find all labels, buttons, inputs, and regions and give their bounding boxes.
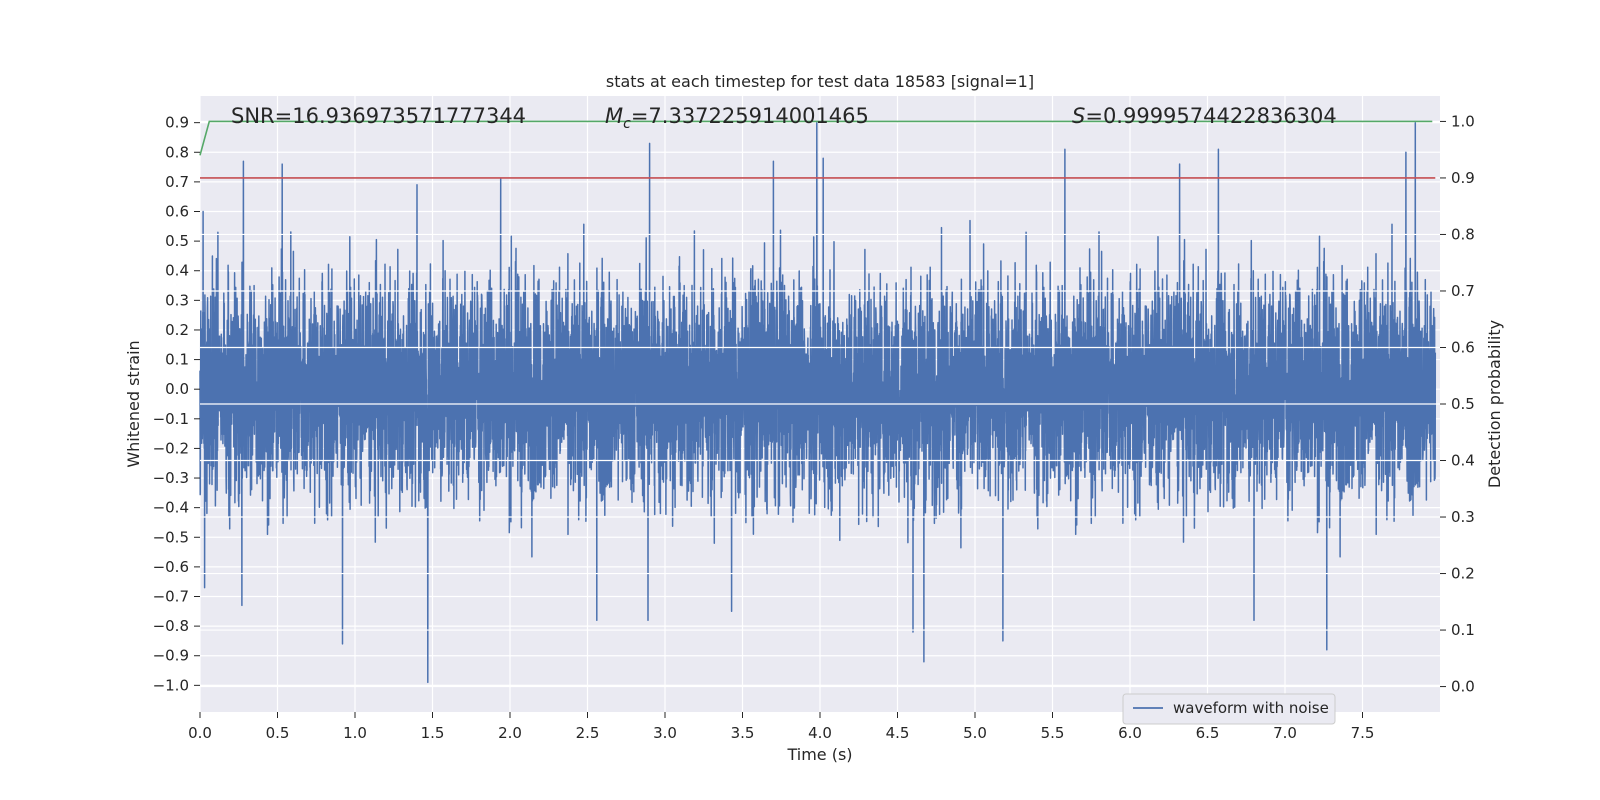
y-tick-label: 0.0 <box>165 380 189 398</box>
x-tick-label: 3.0 <box>653 724 677 742</box>
overlay-lines <box>199 120 1440 688</box>
y-tick-label: 0.4 <box>165 262 189 280</box>
chart-title: stats at each timestep for test data 185… <box>606 72 1034 91</box>
y2-tick-label: 0.1 <box>1451 621 1475 639</box>
y2-tick-label: 0.0 <box>1451 678 1475 696</box>
y-tick-label: 0.7 <box>165 173 189 191</box>
y2-tick-label: 0.7 <box>1451 282 1475 300</box>
x-tick-label: 2.5 <box>576 724 600 742</box>
y-tick-label: 0.6 <box>165 203 189 221</box>
y-tick-label: 0.2 <box>165 321 189 339</box>
y-tick-label: −0.6 <box>153 558 189 576</box>
legend-label: waveform with noise <box>1173 699 1329 717</box>
y-tick-label: −0.2 <box>153 439 189 457</box>
waveform-line <box>199 121 1437 684</box>
y-tick-label: −0.4 <box>153 499 189 517</box>
y-tick-label: −0.9 <box>153 647 189 665</box>
chirp-mass-symbol: M <box>605 104 623 128</box>
x-tick-label: 3.5 <box>731 724 755 742</box>
y2-tick-label: 0.9 <box>1451 169 1475 187</box>
y2-tick-label: 0.3 <box>1451 508 1475 526</box>
y-tick-label: 0.1 <box>165 351 189 369</box>
ticks: 0.0 0.5 1.0 1.5 2.0 2.5 3.0 3.5 4.0 4.5 5.0 5.5 6.0 6… <box>153 112 1475 742</box>
x-tick-label: 1.5 <box>421 724 445 742</box>
x-tick-label: 0.0 <box>188 724 212 742</box>
y-axis-label: Whitened strain <box>124 340 143 467</box>
legend-box <box>1122 693 1336 725</box>
y2-axis-label: Detection probability <box>1485 320 1504 488</box>
x-tick-label: 2.0 <box>498 724 522 742</box>
snr-annotation: SNR=16.936973571777344 <box>231 104 526 128</box>
y2-tick-label: 1.0 <box>1451 112 1475 130</box>
chirp-mass-subscript: c <box>623 116 631 132</box>
y-tick-label: 0.3 <box>165 291 189 309</box>
detection-probability-line <box>199 120 1433 156</box>
y2-tick-label: 0.6 <box>1451 338 1475 356</box>
x-tick-label: 7.5 <box>1351 724 1375 742</box>
y2-tick-label: 0.2 <box>1451 565 1475 583</box>
y2-tick-label: 0.5 <box>1451 395 1475 413</box>
chirp-mass-value: =7.337225914001465 <box>631 104 869 128</box>
waveform-series <box>199 121 1437 684</box>
y2-tick-label: 0.8 <box>1451 225 1475 243</box>
legend: waveform with noise <box>1122 693 1336 725</box>
y-tick-label: −0.3 <box>153 469 189 487</box>
x-tick-label: 4.5 <box>886 724 910 742</box>
x-tick-label: 4.0 <box>808 724 832 742</box>
x-tick-label: 5.5 <box>1041 724 1065 742</box>
y-tick-label: 0.9 <box>165 114 189 132</box>
x-tick-label: 1.0 <box>343 724 367 742</box>
x-tick-label: 0.5 <box>266 724 290 742</box>
x-tick-label: 6.5 <box>1196 724 1220 742</box>
y-tick-label: 0.8 <box>165 143 189 161</box>
y-tick-label: −0.1 <box>153 410 189 428</box>
chirp-mass-annotation: Mc=7.337225914001465 <box>605 104 869 132</box>
y2-tick-label: 0.4 <box>1451 452 1475 470</box>
y-tick-label: 0.5 <box>165 232 189 250</box>
x-axis-label: Time (s) <box>786 745 852 764</box>
x-tick-label: 5.0 <box>963 724 987 742</box>
y-tick-label: −0.5 <box>153 528 189 546</box>
y-tick-label: −1.0 <box>153 676 189 694</box>
significance-annotation: S=0.9999574422836304 <box>1072 104 1337 128</box>
significance-symbol: S <box>1072 104 1085 128</box>
x-tick-label: 7.0 <box>1273 724 1297 742</box>
y-tick-label: −0.8 <box>153 617 189 635</box>
x-tick-label: 6.0 <box>1118 724 1142 742</box>
significance-value: =0.9999574422836304 <box>1085 104 1336 128</box>
y-tick-label: −0.7 <box>153 588 189 606</box>
